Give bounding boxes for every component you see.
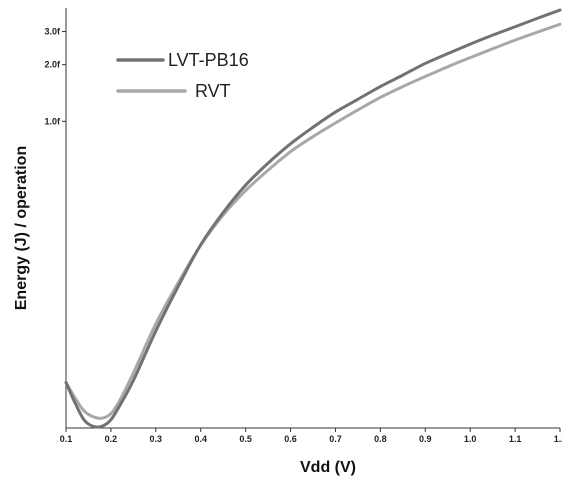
legend: LVT-PB16 RVT — [116, 50, 249, 101]
plot-area: 0.1 0.2 0.3 0.4 0.5 0.6 0.7 0.8 0.9 1.0 1.1 1.2 3.0… — [44, 8, 562, 444]
x-tick-label: 0.5 — [239, 434, 252, 444]
y-tick-label: 3.0f — [44, 27, 61, 37]
x-axis-title: Vdd (V) — [300, 459, 356, 476]
x-tick-label: 1.2 — [554, 434, 562, 444]
x-tick-label: 0.9 — [419, 434, 432, 444]
legend-label-rvt: RVT — [195, 81, 231, 101]
x-tick-label: 0.3 — [150, 434, 163, 444]
y-axis-ticks: 3.0f 2.0f 1.0f — [44, 27, 66, 126]
y-tick-label: 1.0f — [44, 116, 61, 126]
y-axis-title: Energy (J) / operation — [13, 146, 30, 310]
x-axis-ticks: 0.1 0.2 0.3 0.4 0.5 0.6 0.7 0.8 0.9 1.0 1.1 1.2 — [60, 428, 562, 444]
x-tick-label: 0.1 — [60, 434, 73, 444]
x-tick-label: 1.1 — [509, 434, 522, 444]
x-tick-label: 0.8 — [374, 434, 387, 444]
x-tick-label: 0.4 — [194, 434, 207, 444]
series-line-lvt-pb16 — [64, 8, 562, 429]
x-tick-label: 0.7 — [329, 434, 342, 444]
x-tick-label: 1.0 — [464, 434, 477, 444]
x-tick-label: 0.6 — [284, 434, 297, 444]
series-lines — [64, 8, 562, 429]
x-tick-label: 0.2 — [105, 434, 118, 444]
series-line-rvt — [64, 22, 562, 420]
legend-label-lvt-pb16: LVT-PB16 — [168, 50, 249, 70]
y-tick-label: 2.0f — [44, 60, 61, 70]
